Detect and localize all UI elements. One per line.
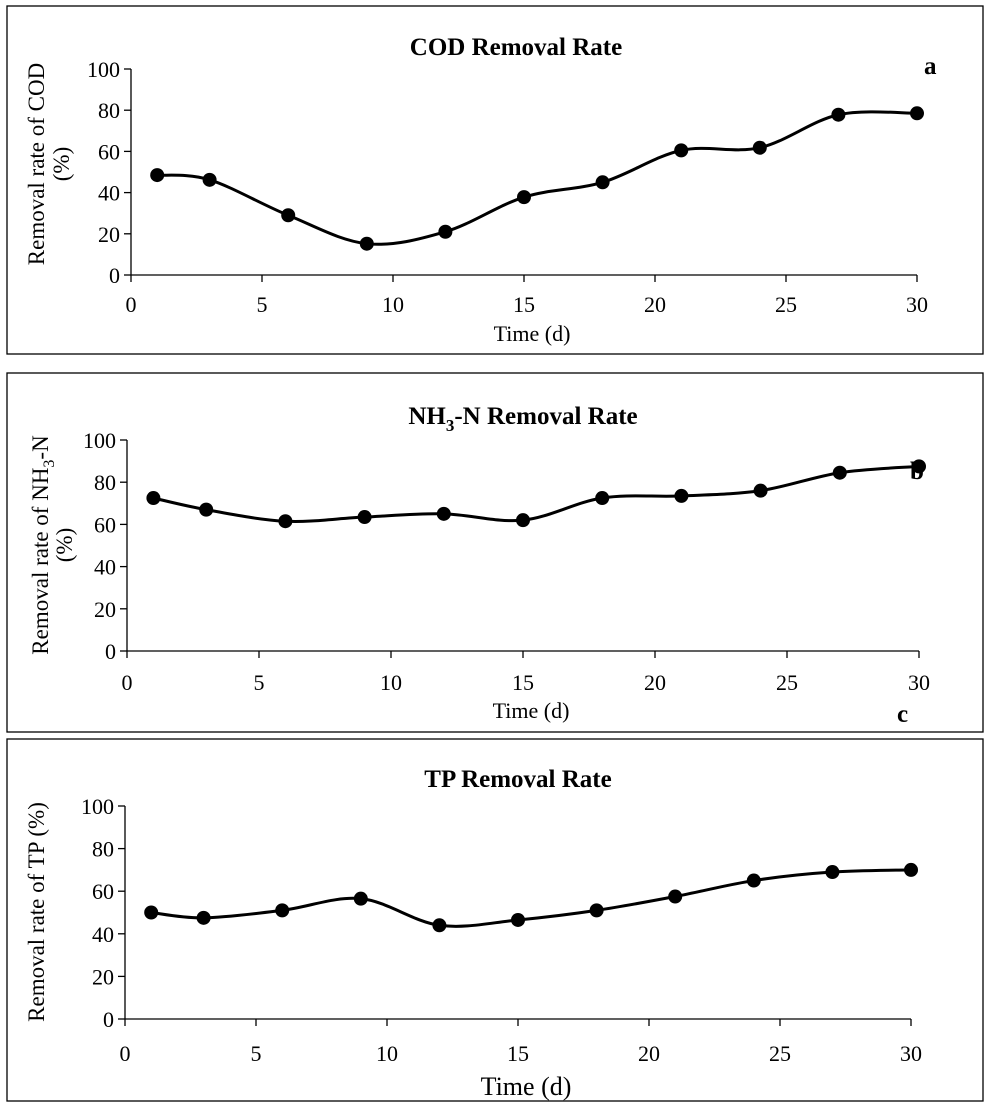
data-point: [517, 190, 531, 205]
x-tick-label: 15: [513, 292, 535, 317]
data-point: [910, 106, 924, 121]
x-tick-label: 10: [382, 292, 404, 317]
x-tick-label: 15: [507, 1041, 529, 1066]
data-point: [516, 513, 530, 528]
y-tick-label: 80: [94, 470, 116, 495]
panel-frame: [6, 738, 984, 1102]
series-line: [151, 464, 921, 523]
data-point: [144, 905, 159, 920]
y-axis-label: Removal rate of TP (%): [24, 802, 49, 1022]
data-point: [912, 459, 926, 474]
data-point: [438, 224, 453, 239]
panel-frame: [6, 5, 984, 355]
x-axis-label: Time (d): [494, 321, 571, 346]
x-axis-label: Time (d): [481, 1072, 572, 1101]
data-point: [595, 491, 610, 506]
data-point: [436, 506, 451, 521]
y-tick-label: 20: [94, 597, 116, 622]
data-point: [904, 862, 918, 877]
data-point: [202, 172, 217, 187]
data-point: [595, 175, 610, 190]
x-tick-label: 25: [775, 292, 797, 317]
panel-label: a: [924, 53, 937, 80]
data-point: [511, 912, 525, 927]
data-point: [668, 889, 683, 904]
x-tick-label: 0: [126, 292, 137, 317]
x-tick-label: 10: [376, 1041, 398, 1066]
x-tick-label: 5: [257, 292, 268, 317]
y-axis-label: Removal rate of NH3-N: [28, 435, 58, 655]
data-point: [752, 140, 767, 155]
x-tick-label: 0: [122, 670, 133, 695]
data-point: [281, 208, 296, 223]
x-tick-label: 20: [644, 292, 666, 317]
chart-panel-b: 0 20 40 60 80 100 0 5 10 15 20 25 30 NH3-N Removal Ra…: [6, 372, 984, 733]
chart-panel-a: 0 20 40 60 80 100 0 5 10 15 20 25 30 COD Removal Rate…: [6, 5, 984, 355]
chart-title: TP Removal Rate: [424, 766, 611, 793]
x-tick-label: 25: [776, 670, 798, 695]
y-tick-label: 100: [83, 428, 116, 453]
y-tick-label: 0: [109, 263, 120, 288]
y-tick-label: 60: [92, 879, 114, 904]
y-tick-label: 40: [92, 922, 114, 947]
y-tick-label: 100: [87, 57, 120, 82]
data-point: [146, 491, 161, 506]
y-tick-label: 80: [98, 98, 120, 123]
panel-frame: [6, 372, 984, 733]
data-point: [199, 502, 214, 517]
y-tick-label: 20: [98, 222, 120, 247]
data-point: [275, 903, 290, 918]
series-line: [149, 868, 913, 928]
data-point: [353, 891, 368, 906]
y-axis-label: Removal rate of COD: [24, 63, 49, 265]
x-axis-label: Time (d): [493, 698, 570, 723]
data-point: [278, 514, 293, 529]
y-tick-label: 80: [92, 837, 114, 862]
panel-label: c: [897, 701, 908, 728]
x-tick-label: 20: [644, 670, 666, 695]
chart-panel-c: 0 20 40 60 80 100 0 5 10 15 20 25 30 TP Removal Rate c…: [6, 701, 984, 1102]
data-point: [359, 236, 374, 251]
y-tick-label: 40: [94, 555, 116, 580]
data-point: [674, 488, 689, 503]
data-point: [825, 865, 840, 880]
data-point: [150, 168, 165, 183]
x-tick-label: 20: [638, 1041, 660, 1066]
x-tick-label: 25: [769, 1041, 791, 1066]
y-tick-label: 100: [81, 794, 114, 819]
x-tick-label: 15: [512, 670, 534, 695]
x-tick-label: 5: [251, 1041, 262, 1066]
x-tick-label: 0: [120, 1041, 131, 1066]
y-tick-label: 60: [94, 512, 116, 537]
y-axis-label-unit: (%): [49, 147, 74, 181]
data-point: [746, 873, 761, 888]
data-point: [357, 510, 372, 525]
chart-title: NH3-N Removal Rate: [408, 403, 637, 435]
data-point: [432, 918, 447, 933]
data-point: [589, 903, 604, 918]
chart-title: COD Removal Rate: [410, 34, 622, 61]
data-point: [674, 143, 689, 158]
x-tick-label: 10: [380, 670, 402, 695]
data-point: [832, 465, 847, 480]
y-tick-label: 0: [105, 639, 116, 664]
x-tick-label: 5: [254, 670, 265, 695]
y-axis-label-unit: (%): [52, 528, 77, 562]
x-tick-label: 30: [908, 670, 930, 695]
y-tick-label: 20: [92, 964, 114, 989]
y-tick-label: 0: [103, 1007, 114, 1032]
y-tick-label: 40: [98, 181, 120, 206]
x-tick-label: 30: [900, 1041, 922, 1066]
series-line: [155, 110, 919, 246]
x-tick-label: 30: [906, 292, 928, 317]
data-point: [196, 910, 211, 925]
y-tick-label: 60: [98, 139, 120, 164]
data-point: [753, 483, 768, 498]
data-point: [831, 107, 846, 122]
